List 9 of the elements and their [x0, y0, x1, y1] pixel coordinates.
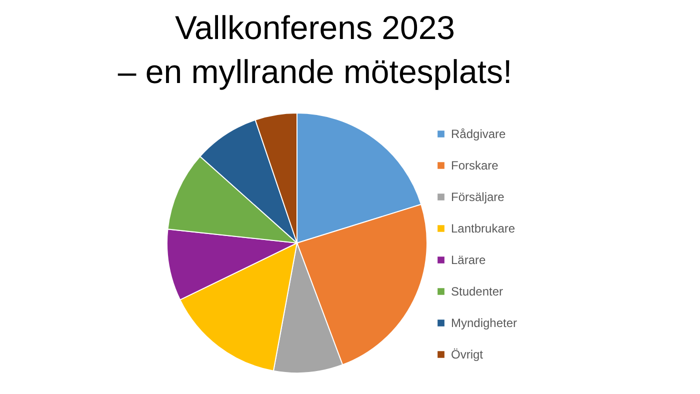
legend-label: Forskare: [451, 158, 499, 172]
legend-label: Rådgivare: [451, 127, 506, 141]
legend-label: Övrigt: [451, 348, 484, 362]
chart-title: Vallkonferens 2023 – en myllrande mötesplats!: [118, 9, 512, 90]
legend-label: Studenter: [451, 284, 504, 298]
legend-label: Försäljare: [451, 190, 505, 204]
legend-label: Lantbrukare: [451, 222, 516, 236]
legend-label: Myndigheter: [451, 316, 518, 330]
legend-label: Lärare: [451, 253, 486, 267]
